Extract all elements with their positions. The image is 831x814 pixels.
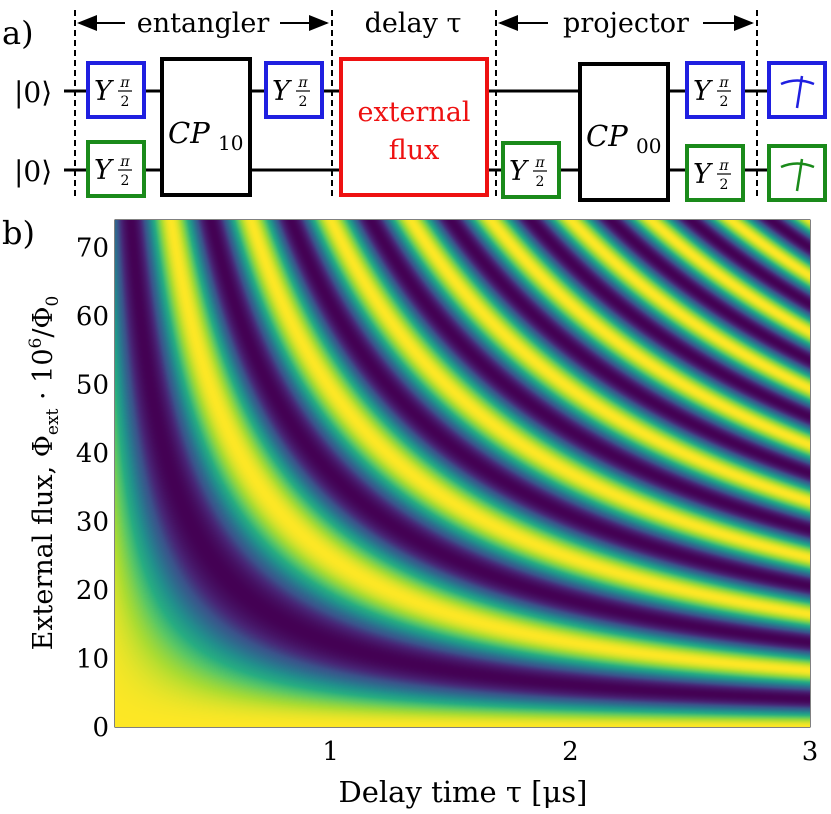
svg-text:CP: CP: [168, 116, 210, 150]
svg-text:CP: CP: [586, 119, 628, 153]
svg-text:2: 2: [536, 174, 545, 190]
svg-text:Y: Y: [509, 156, 529, 187]
svg-text:π: π: [718, 158, 729, 174]
projector-label: projector: [563, 8, 689, 39]
cp10-gate: CP 10: [160, 57, 252, 197]
svg-text:π: π: [534, 155, 545, 171]
input-ket-2: |0⟩: [14, 155, 52, 188]
svg-text:2: 2: [720, 177, 729, 193]
circuit-panel: a) entangler delay τ projector |0⟩ |0⟩: [2, 8, 827, 202]
svg-text:π: π: [718, 75, 729, 91]
svg-text:2: 2: [720, 94, 729, 110]
y-gate-q2-entangler: Y π 2: [86, 140, 146, 198]
x-tick-label: 1: [322, 737, 339, 767]
external-flux-block: external flux: [339, 57, 489, 197]
svg-text:Y: Y: [272, 76, 292, 107]
cp00-gate: CP 00: [578, 62, 670, 202]
y-gate-q1-after-cp10: Y π 2: [264, 61, 324, 119]
panel-b-label: b): [2, 214, 35, 252]
x-axis-label: Delay time τ [μs]: [338, 775, 587, 809]
y-ticks: 0 10 20 30 40 50 60 70: [76, 233, 122, 743]
x-tick-label: 2: [562, 737, 579, 767]
y-gate-q1-entangler: Y π 2: [86, 61, 146, 119]
svg-text:Y: Y: [94, 76, 114, 107]
measurement-q2-icon: [767, 144, 827, 202]
y-gate-q2-projector: Y π 2: [501, 141, 561, 199]
x-ticks: 1 2 3: [322, 720, 818, 767]
delay-label: delay τ: [365, 8, 462, 39]
svg-text:Y: Y: [94, 155, 114, 186]
y-tick-label: 20: [76, 576, 109, 606]
svg-text:10: 10: [218, 131, 243, 155]
x-tick-label: 3: [802, 737, 819, 767]
y-tick-label: 0: [92, 713, 109, 743]
svg-text:π: π: [119, 154, 130, 170]
svg-text:2: 2: [121, 94, 130, 110]
y-tick-label: 70: [76, 233, 109, 263]
svg-text:2: 2: [121, 173, 130, 189]
svg-text:external: external: [357, 97, 470, 128]
svg-text:π: π: [119, 75, 130, 91]
y-tick-label: 30: [76, 507, 109, 537]
panel-a-label: a): [2, 14, 34, 52]
measurement-q1-icon: [767, 61, 827, 119]
y-axis-label: External flux, Φext · 106/Φ0: [26, 296, 63, 651]
svg-text:2: 2: [299, 94, 308, 110]
y-tick-label: 10: [76, 644, 109, 674]
heatmap-image: [115, 220, 810, 727]
y-gate-q2-final: Y π 2: [685, 144, 745, 202]
svg-text:flux: flux: [389, 135, 440, 166]
y-tick-label: 60: [76, 302, 109, 332]
y-gate-q1-final: Y π 2: [685, 61, 745, 119]
heatmap-panel: b) External flux, Φext · 106/Φ0 Delay ti…: [2, 214, 818, 809]
entangler-label: entangler: [137, 8, 270, 39]
svg-text:00: 00: [636, 134, 661, 158]
y-tick-label: 40: [76, 439, 109, 469]
y-tick-label: 50: [76, 370, 109, 400]
input-ket-1: |0⟩: [14, 76, 52, 109]
svg-text:Y: Y: [693, 159, 713, 190]
svg-text:Y: Y: [693, 76, 713, 107]
svg-text:π: π: [297, 75, 308, 91]
